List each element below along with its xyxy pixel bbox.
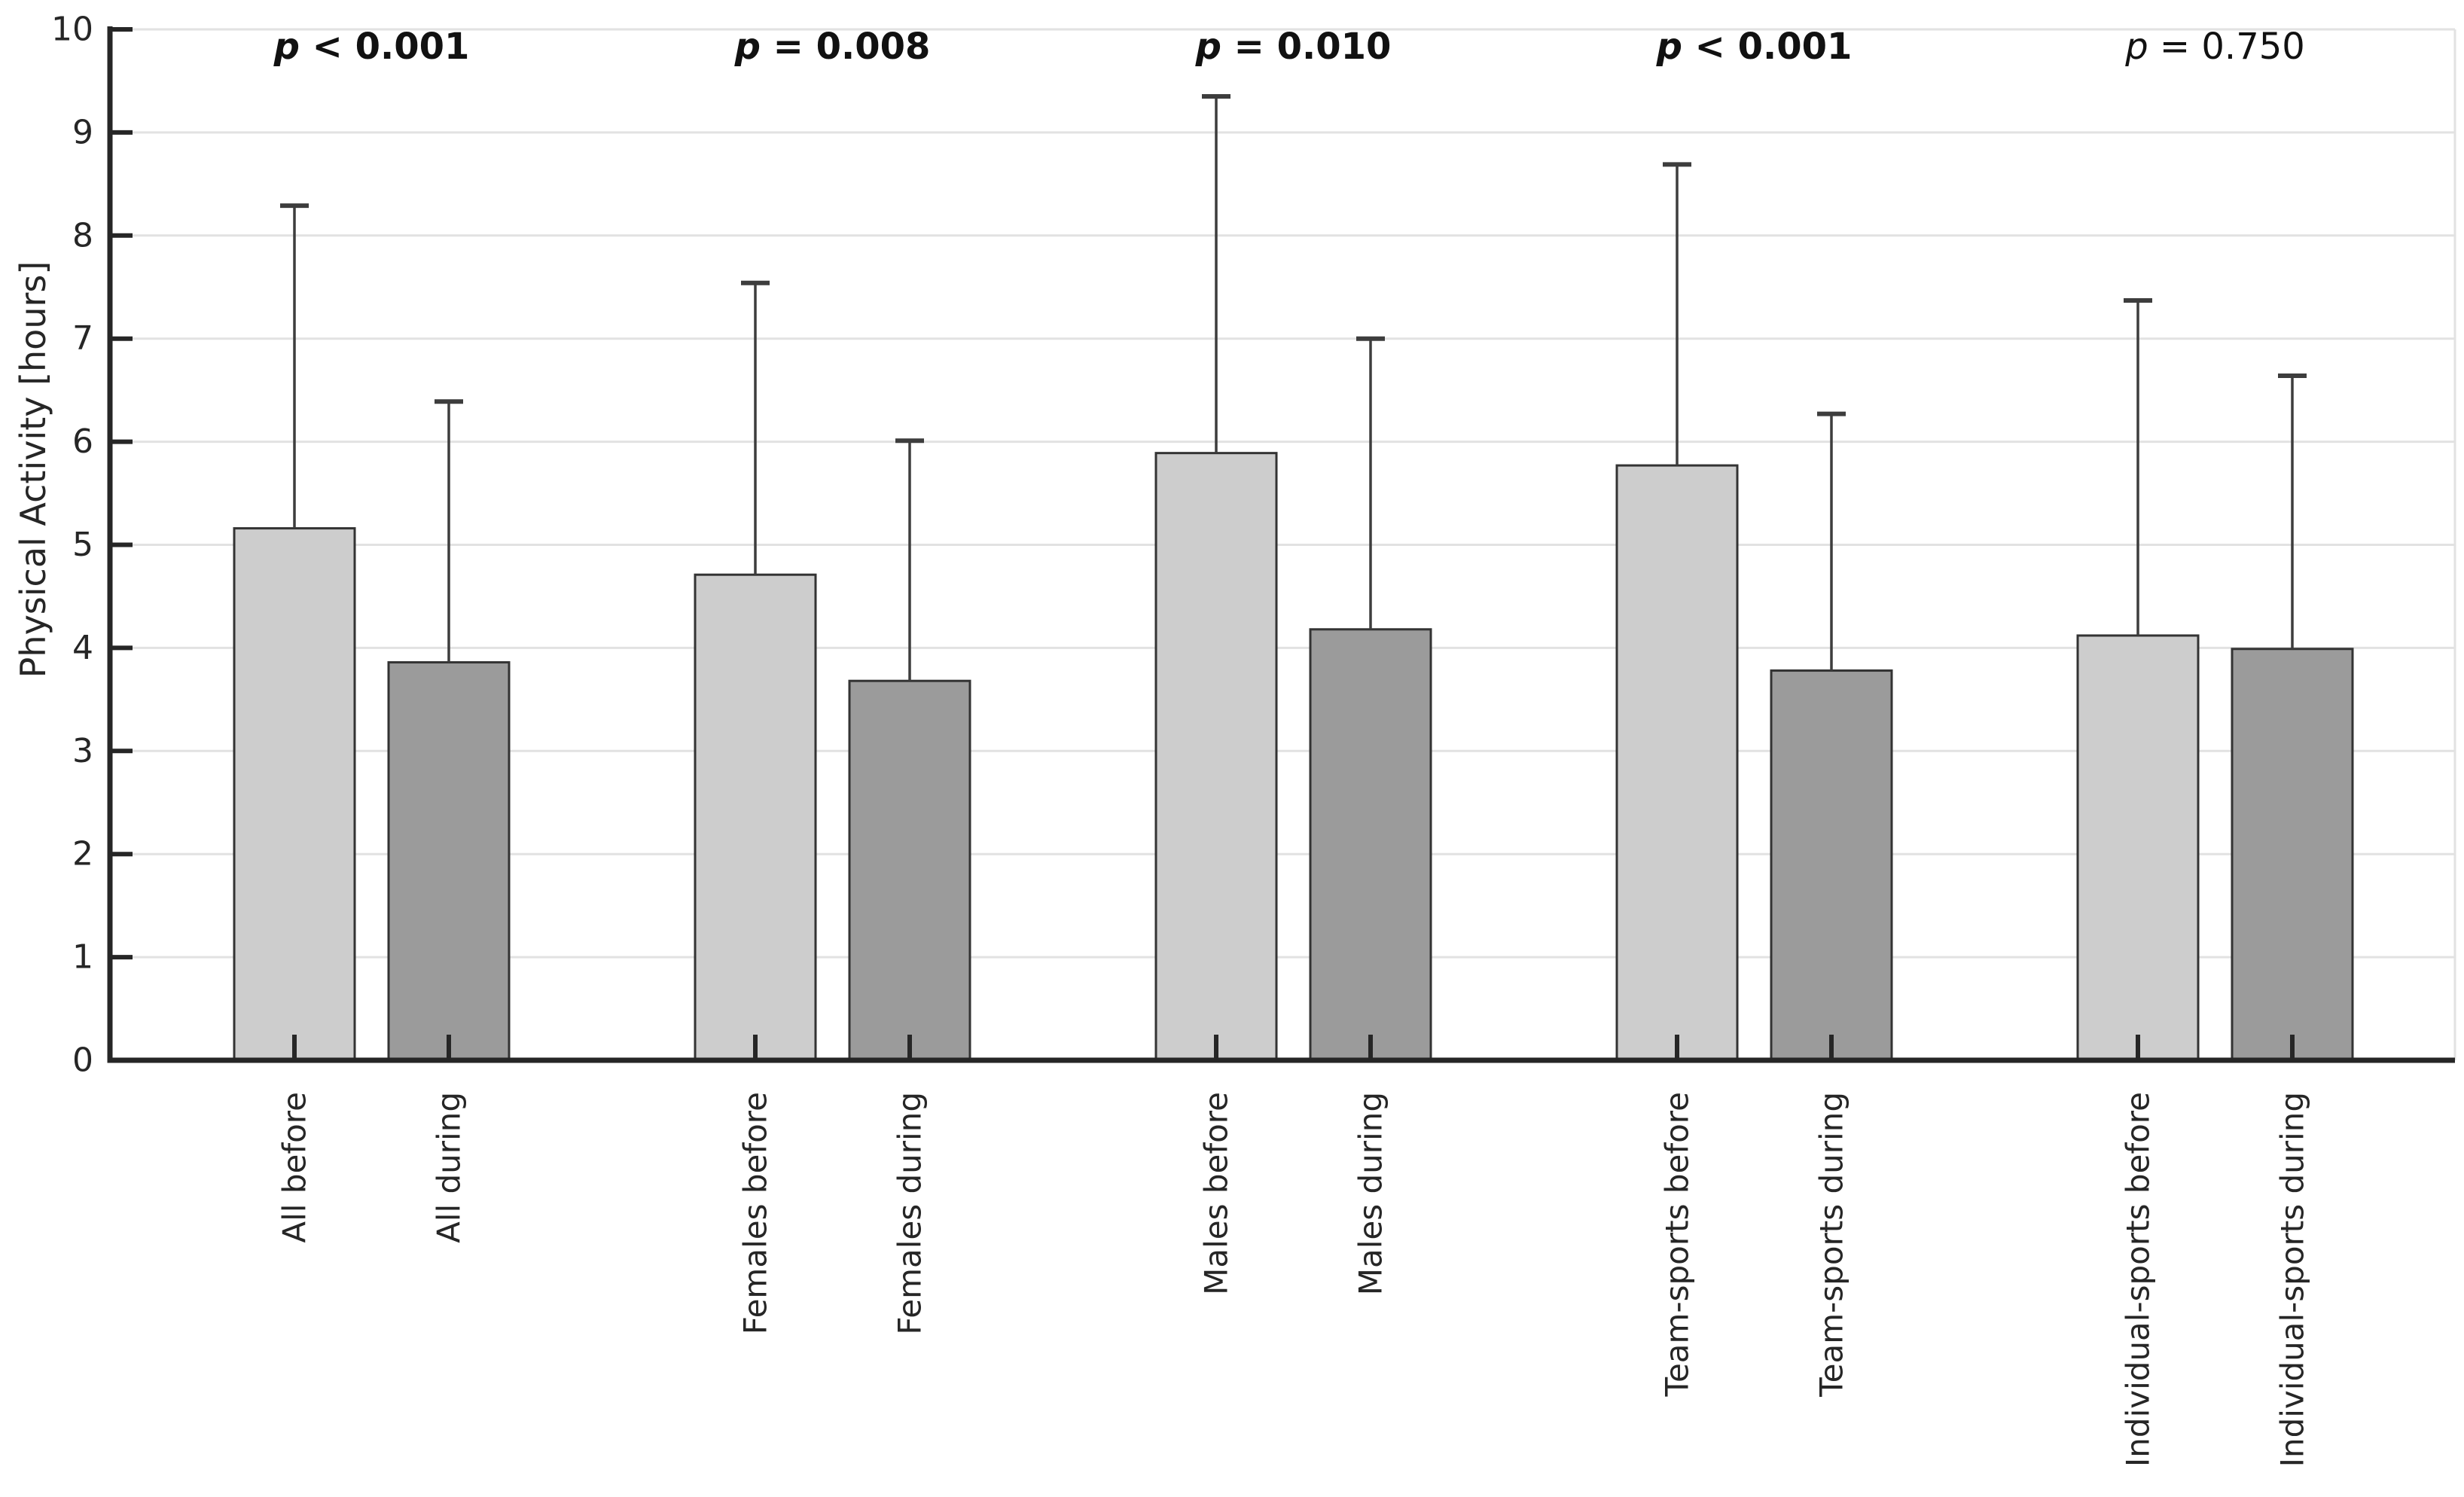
bar-team-sports-during <box>1770 669 1893 1062</box>
x-tick-label-all-during: All during <box>431 1092 468 1243</box>
bar-individual-sports-before <box>2076 634 2200 1062</box>
p-symbol: p <box>1656 26 1682 68</box>
y-tick-label-9: 9 <box>72 113 93 151</box>
p-comparison: = 0.008 <box>761 26 930 68</box>
bar-individual-sports-during <box>2231 648 2354 1062</box>
x-tick-label-females-during: Females during <box>892 1092 929 1335</box>
y-tick-label-3: 3 <box>72 732 93 770</box>
p-comparison: = 0.750 <box>2148 26 2305 68</box>
p-value-annotation-4: p < 0.001 <box>1656 26 1853 68</box>
x-tick-label-individual-sports-before: Individual-sports before <box>2120 1092 2157 1467</box>
p-value-annotation-5: p = 0.750 <box>2124 26 2305 68</box>
p-symbol: p <box>1195 26 1221 68</box>
y-tick-label-4: 4 <box>72 629 93 667</box>
p-value-annotation-2: p = 0.008 <box>734 26 931 68</box>
bar-all-during <box>387 661 511 1062</box>
y-tick-label-2: 2 <box>72 835 93 874</box>
x-tick-label-individual-sports-during: Individual-sports during <box>2274 1092 2311 1467</box>
bar-males-during <box>1309 628 1432 1062</box>
y-tick-label-1: 1 <box>72 938 93 977</box>
y-tick-label-8: 8 <box>72 216 93 255</box>
x-tick-label-team-sports-before: Team-sports before <box>1659 1092 1696 1398</box>
x-tick-label-team-sports-during: Team-sports during <box>1813 1092 1850 1398</box>
x-tick-label-males-before: Males before <box>1198 1092 1235 1295</box>
bar-all-before <box>233 527 356 1062</box>
p-value-annotation-1: p < 0.001 <box>273 26 470 68</box>
y-tick-label-7: 7 <box>72 319 93 358</box>
p-comparison: < 0.001 <box>1682 26 1852 68</box>
y-tick-label-6: 6 <box>72 422 93 461</box>
y-tick-label-0: 0 <box>72 1041 93 1080</box>
y-axis-label: Physical Activity [hours] <box>13 261 53 678</box>
x-tick-label-females-before: Females before <box>737 1092 774 1334</box>
y-tick-label-10: 10 <box>51 11 93 49</box>
p-comparison: < 0.001 <box>300 26 469 68</box>
bar-males-before <box>1154 452 1278 1062</box>
p-value-annotation-3: p = 0.010 <box>1195 26 1392 68</box>
bar-females-before <box>694 573 817 1062</box>
x-tick-label-males-during: Males during <box>1352 1092 1389 1295</box>
p-symbol: p <box>734 26 761 68</box>
y-tick-label-5: 5 <box>72 526 93 564</box>
p-comparison: = 0.010 <box>1221 26 1391 68</box>
bar-females-during <box>848 679 971 1062</box>
x-tick-label-all-before: All before <box>276 1092 313 1243</box>
bar-team-sports-before <box>1615 464 1739 1062</box>
p-symbol: p <box>273 26 300 68</box>
p-symbol: p <box>2124 26 2148 68</box>
